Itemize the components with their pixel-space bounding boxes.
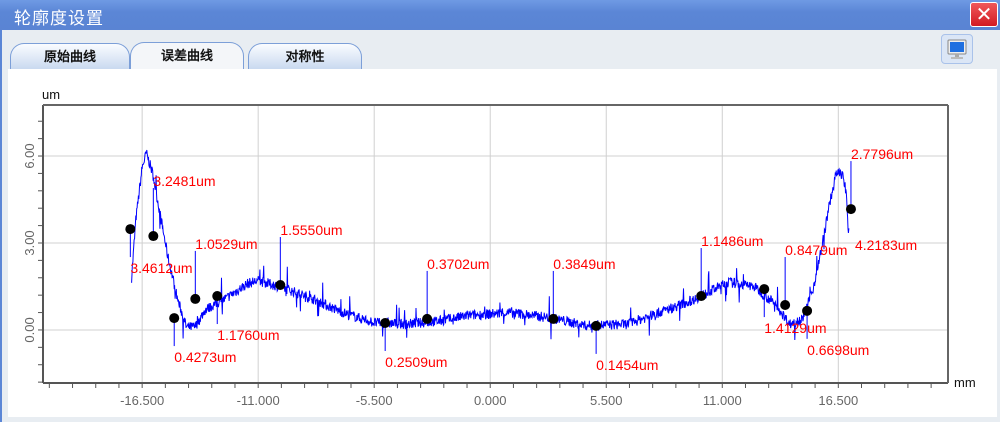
measurement-label: 1.1486um xyxy=(701,233,763,249)
measurement-label: 3.4612um xyxy=(130,260,192,276)
measurement-point xyxy=(212,291,223,302)
tab-symmetry[interactable]: 对称性 xyxy=(248,43,362,70)
measurement-label: 0.1454um xyxy=(596,357,658,373)
y-axis-label: um xyxy=(42,87,60,102)
measurement-point xyxy=(802,305,813,316)
measurement-point xyxy=(780,300,791,311)
measurement-point xyxy=(148,231,159,242)
measurement-label: 0.6698um xyxy=(807,342,869,358)
measurement-point xyxy=(591,320,602,331)
measurement-point xyxy=(422,313,433,324)
close-icon[interactable]: ✕ xyxy=(970,2,998,27)
x-tick-label: 0.000 xyxy=(474,393,507,408)
tab-error-curve[interactable]: 误差曲线 xyxy=(130,42,244,71)
measurement-point xyxy=(696,291,707,302)
measurement-label: 0.2509um xyxy=(385,354,447,370)
x-tick-label: 16.500 xyxy=(818,393,858,408)
y-tick-label: 6.00 xyxy=(22,143,37,168)
measurement-point xyxy=(548,313,559,324)
measurement-label: 4.2183um xyxy=(855,237,917,253)
measurement-label: 0.3702um xyxy=(427,256,489,272)
measurement-label: 1.4129um xyxy=(764,320,826,336)
measurement-point xyxy=(275,280,286,291)
x-tick-label: 11.000 xyxy=(703,393,742,408)
measurement-point xyxy=(845,204,856,215)
tab-label: 误差曲线 xyxy=(160,49,213,64)
tab-label: 原始曲线 xyxy=(43,50,96,65)
measurement-label: 0.3849um xyxy=(553,256,615,272)
measurement-point xyxy=(380,317,391,328)
measurement-point xyxy=(169,313,180,324)
measurement-label: 1.1760um xyxy=(217,327,279,343)
tab-label: 对称性 xyxy=(285,50,325,65)
y-tick-label: 3.00 xyxy=(22,230,37,255)
x-axis-label: mm xyxy=(954,375,976,390)
x-tick-label: -16.500 xyxy=(120,393,164,408)
monitor-icon[interactable] xyxy=(941,34,973,64)
tab-raw-curve[interactable]: 原始曲线 xyxy=(10,43,130,70)
measurement-label: 1.0529um xyxy=(195,236,257,252)
measurement-label: 0.4273um xyxy=(174,349,236,365)
x-tick-label: -5.500 xyxy=(356,393,393,408)
error-curve-line xyxy=(131,149,850,341)
x-tick-label: -11.000 xyxy=(237,393,280,408)
x-tick-label: 5.500 xyxy=(590,393,623,408)
measurement-label: 0.8479um xyxy=(785,242,847,258)
y-tick-label: 0.00 xyxy=(22,317,37,342)
title-bar: 轮廓度设置 ✕ xyxy=(0,0,1000,30)
measurement-point xyxy=(125,224,136,235)
measurement-point xyxy=(190,293,201,304)
measurement-label: 2.7796um xyxy=(851,146,913,162)
window-title: 轮廓度设置 xyxy=(14,9,104,29)
measurement-label: 1.5550um xyxy=(280,222,342,238)
window-border xyxy=(0,30,2,422)
measurement-label: 3.2481um xyxy=(153,173,215,189)
measurement-point xyxy=(759,284,770,295)
